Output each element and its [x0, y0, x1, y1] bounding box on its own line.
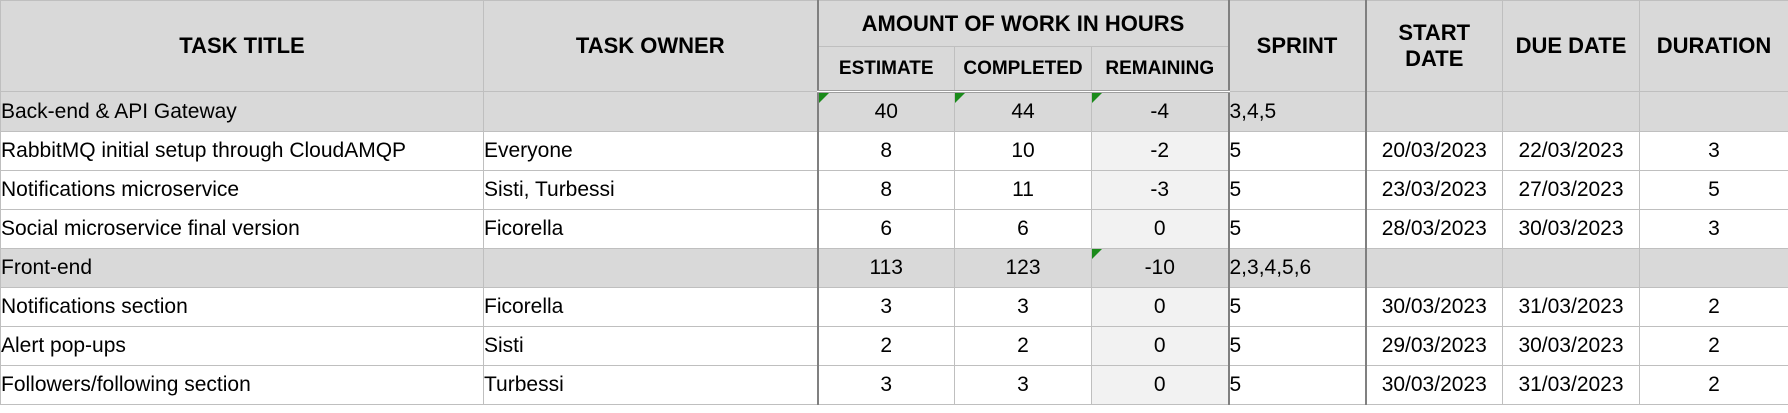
cell-due-date[interactable]: 31/03/2023	[1502, 287, 1640, 327]
cell-start-date[interactable]	[1365, 91, 1503, 132]
cell-sprint[interactable]: 5	[1228, 131, 1367, 171]
cell-remaining[interactable]: -10	[1091, 248, 1230, 288]
table-row: Notifications section Ficorella 3 3 0 5 …	[0, 287, 1788, 327]
cell-due-date[interactable]	[1502, 248, 1640, 288]
cell-estimate[interactable]: 2	[816, 326, 955, 366]
cell-task-title[interactable]: Alert pop-ups	[0, 326, 484, 366]
table-row: Social microservice final version Ficore…	[0, 209, 1788, 249]
table-row: Alert pop-ups Sisti 2 2 0 5 29/03/2023 3…	[0, 326, 1788, 366]
cell-completed[interactable]: 123	[954, 248, 1092, 288]
cell-task-owner[interactable]: Sisti	[483, 326, 818, 366]
cell-start-date[interactable]: 20/03/2023	[1365, 131, 1503, 171]
cell-task-title[interactable]: RabbitMQ initial setup through CloudAMQP	[0, 131, 484, 171]
cell-remaining[interactable]: 0	[1091, 209, 1230, 249]
header-row-top: TASK TITLE TASK OWNER AMOUNT OF WORK IN …	[0, 0, 1788, 92]
cell-duration[interactable]: 2	[1639, 365, 1788, 405]
cell-sprint[interactable]: 5	[1228, 326, 1367, 366]
cell-remaining[interactable]: 0	[1091, 326, 1230, 366]
header-task-title[interactable]: TASK TITLE	[0, 0, 484, 92]
cell-duration[interactable]	[1639, 91, 1788, 132]
cell-task-title[interactable]: Notifications section	[0, 287, 484, 327]
cell-start-date[interactable]: 28/03/2023	[1365, 209, 1503, 249]
cell-duration[interactable]: 3	[1639, 131, 1788, 171]
cell-completed[interactable]: 44	[954, 91, 1092, 132]
cell-task-owner[interactable]: Sisti, Turbessi	[483, 170, 818, 210]
cell-due-date[interactable]: 22/03/2023	[1502, 131, 1640, 171]
cell-start-date[interactable]: 29/03/2023	[1365, 326, 1503, 366]
header-sprint[interactable]: SPRINT	[1228, 0, 1367, 92]
header-task-owner[interactable]: TASK OWNER	[483, 0, 818, 92]
header-due-date[interactable]: DUE DATE	[1502, 0, 1640, 92]
cell-remaining[interactable]: -2	[1091, 131, 1230, 171]
cell-estimate[interactable]: 6	[816, 209, 955, 249]
cell-start-date[interactable]	[1365, 248, 1503, 288]
table-row: Notifications microservice Sisti, Turbes…	[0, 170, 1788, 210]
cell-start-date[interactable]: 30/03/2023	[1365, 365, 1503, 405]
cell-sprint[interactable]: 3,4,5	[1228, 91, 1367, 132]
cell-duration[interactable]: 5	[1639, 170, 1788, 210]
header-estimate[interactable]: ESTIMATE	[816, 46, 955, 93]
cell-remaining[interactable]: -3	[1091, 170, 1230, 210]
cell-due-date[interactable]: 31/03/2023	[1502, 365, 1640, 405]
cell-remaining[interactable]: 0	[1091, 287, 1230, 327]
cell-task-title[interactable]: Front-end	[0, 248, 484, 288]
cell-task-title[interactable]: Back-end & API Gateway	[0, 91, 484, 132]
header-start-date-line2: DATE	[1405, 46, 1464, 71]
header-row-sub: ESTIMATE COMPLETED REMAINING	[1, 46, 1788, 93]
cell-task-owner[interactable]: Everyone	[483, 131, 818, 171]
cell-task-title[interactable]: Social microservice final version	[0, 209, 484, 249]
cell-sprint[interactable]: 2,3,4,5,6	[1228, 248, 1367, 288]
cell-estimate[interactable]: 3	[816, 365, 955, 405]
table-row: Back-end & API Gateway 40 44 -4 3,4,5	[0, 91, 1788, 132]
header-duration[interactable]: DURATION	[1639, 0, 1788, 92]
cell-estimate[interactable]: 8	[816, 170, 955, 210]
cell-due-date[interactable]	[1502, 91, 1640, 132]
cell-start-date[interactable]: 30/03/2023	[1365, 287, 1503, 327]
header-start-date[interactable]: START DATE	[1365, 0, 1503, 92]
cell-task-owner[interactable]: Turbessi	[483, 365, 818, 405]
cell-completed[interactable]: 10	[954, 131, 1092, 171]
cell-due-date[interactable]: 30/03/2023	[1502, 209, 1640, 249]
cell-remaining[interactable]: 0	[1091, 365, 1230, 405]
header-work-group[interactable]: AMOUNT OF WORK IN HOURS	[816, 0, 1230, 47]
table-row: Followers/following section Turbessi 3 3…	[0, 365, 1788, 405]
cell-sprint[interactable]: 5	[1228, 170, 1367, 210]
cell-remaining[interactable]: -4	[1091, 91, 1230, 132]
cell-duration[interactable]: 2	[1639, 287, 1788, 327]
cell-due-date[interactable]: 27/03/2023	[1502, 170, 1640, 210]
cell-estimate[interactable]: 3	[816, 287, 955, 327]
cell-completed[interactable]: 2	[954, 326, 1092, 366]
cell-task-title[interactable]: Followers/following section	[0, 365, 484, 405]
cell-task-owner[interactable]	[483, 91, 818, 132]
table-row: Front-end 113 123 -10 2,3,4,5,6	[0, 248, 1788, 288]
cell-estimate[interactable]: 113	[816, 248, 955, 288]
cell-task-owner[interactable]: Ficorella	[483, 287, 818, 327]
cell-start-date[interactable]: 23/03/2023	[1365, 170, 1503, 210]
cell-completed[interactable]: 6	[954, 209, 1092, 249]
cell-duration[interactable]: 3	[1639, 209, 1788, 249]
cell-sprint[interactable]: 5	[1228, 209, 1367, 249]
cell-estimate[interactable]: 8	[816, 131, 955, 171]
cell-sprint[interactable]: 5	[1228, 365, 1367, 405]
cell-due-date[interactable]: 30/03/2023	[1502, 326, 1640, 366]
table-row: RabbitMQ initial setup through CloudAMQP…	[0, 131, 1788, 171]
cell-task-owner[interactable]	[483, 248, 818, 288]
cell-duration[interactable]: 2	[1639, 326, 1788, 366]
cell-completed[interactable]: 11	[954, 170, 1092, 210]
cell-duration[interactable]	[1639, 248, 1788, 288]
cell-completed[interactable]: 3	[954, 287, 1092, 327]
cell-task-title[interactable]: Notifications microservice	[0, 170, 484, 210]
cell-completed[interactable]: 3	[954, 365, 1092, 405]
header-completed[interactable]: COMPLETED	[954, 46, 1092, 93]
header-remaining[interactable]: REMAINING	[1091, 46, 1230, 93]
table-body: Back-end & API Gateway 40 44 -4 3,4,5 Ra…	[0, 91, 1788, 405]
header-start-date-line1: START	[1398, 20, 1471, 45]
cell-task-owner[interactable]: Ficorella	[483, 209, 818, 249]
cell-estimate[interactable]: 40	[816, 91, 955, 132]
cell-sprint[interactable]: 5	[1228, 287, 1367, 327]
